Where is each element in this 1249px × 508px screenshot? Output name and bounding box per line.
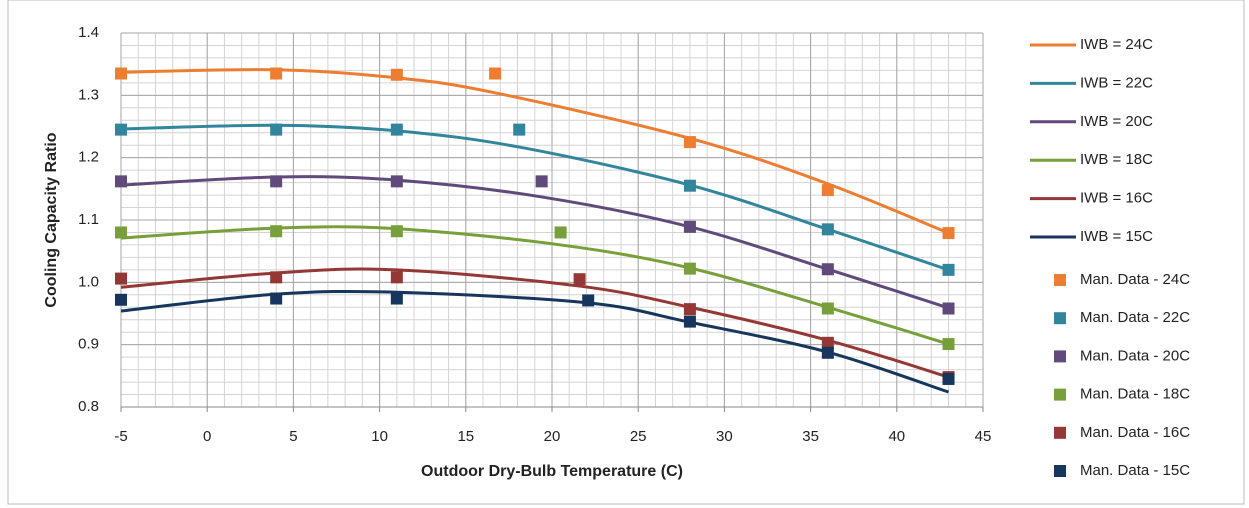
data-marker <box>489 67 502 80</box>
x-tick-label: -5 <box>114 428 127 445</box>
legend-label: IWB = 16C <box>1080 190 1153 207</box>
data-marker <box>390 175 403 188</box>
data-marker <box>683 179 696 192</box>
data-marker <box>821 346 834 359</box>
legend-label: IWB = 18C <box>1080 151 1153 168</box>
data-marker <box>115 123 127 136</box>
data-marker <box>942 338 955 351</box>
data-marker <box>390 68 403 81</box>
data-marker <box>270 123 283 136</box>
data-marker <box>683 315 696 328</box>
data-marker <box>115 293 127 306</box>
data-marker <box>821 184 834 197</box>
legend-label: Man. Data - 20C <box>1080 347 1190 364</box>
x-tick-label: 45 <box>975 428 992 445</box>
data-marker <box>513 123 526 136</box>
legend-label: Man. Data - 16C <box>1080 424 1190 441</box>
data-marker <box>942 227 955 240</box>
x-tick-label: 10 <box>371 428 388 445</box>
data-marker <box>390 123 403 136</box>
data-marker <box>115 272 127 285</box>
data-marker <box>683 136 696 149</box>
legend-label: Man. Data - 22C <box>1080 309 1190 326</box>
data-marker <box>270 225 283 238</box>
data-marker <box>821 302 834 315</box>
y-tick-label: 1.4 <box>78 24 99 41</box>
data-marker <box>270 292 283 305</box>
y-tick-label: 0.8 <box>78 398 99 415</box>
data-marker <box>942 302 955 315</box>
y-tick-label: 1.0 <box>78 273 99 290</box>
legend-label: Man. Data - 18C <box>1080 386 1190 403</box>
legend-marker <box>1054 465 1066 477</box>
chart-border <box>7 0 1245 505</box>
legend-marker <box>1054 312 1066 325</box>
x-tick-label: 40 <box>888 428 905 445</box>
x-axis-title: Outdoor Dry-Bulb Temperature (C) <box>421 463 683 480</box>
legend-label: IWB = 22C <box>1080 74 1153 91</box>
data-marker <box>270 271 283 284</box>
data-marker <box>683 262 696 275</box>
data-marker <box>270 67 283 80</box>
legend-label: IWB = 20C <box>1080 113 1153 130</box>
x-tick-label: 35 <box>802 428 819 445</box>
y-tick-label: 0.9 <box>78 336 99 353</box>
data-marker <box>554 226 567 239</box>
data-marker <box>821 336 834 349</box>
x-tick-label: 25 <box>630 428 647 445</box>
legend-label: IWB = 15C <box>1080 228 1153 245</box>
data-marker <box>683 303 696 316</box>
x-tick-label: 5 <box>289 428 297 445</box>
legend-label: Man. Data - 24C <box>1080 271 1190 288</box>
data-marker <box>115 175 127 188</box>
data-marker <box>115 67 127 80</box>
legend-marker <box>1054 350 1066 363</box>
y-tick-label: 1.2 <box>78 149 99 166</box>
x-tick-label: 30 <box>716 428 733 445</box>
data-marker <box>582 294 595 307</box>
y-tick-label: 1.3 <box>78 86 99 103</box>
data-marker <box>942 372 955 385</box>
data-marker <box>390 225 403 238</box>
data-marker <box>573 273 586 286</box>
legend-marker <box>1054 388 1066 401</box>
y-axis-title: Cooling Capacity Ratio <box>43 132 60 307</box>
y-tick-label: 1.1 <box>78 211 99 228</box>
data-marker <box>683 220 696 233</box>
x-tick-label: 20 <box>544 428 561 445</box>
data-marker <box>270 175 283 188</box>
data-marker <box>821 263 834 276</box>
x-tick-label: 0 <box>203 428 211 445</box>
x-tick-label: 15 <box>457 428 474 445</box>
legend-label: IWB = 24C <box>1080 36 1153 53</box>
legend-marker <box>1054 426 1066 439</box>
data-marker <box>535 175 548 188</box>
data-marker <box>115 226 127 239</box>
legend-marker <box>1054 274 1066 286</box>
legend-label: Man. Data - 15C <box>1080 462 1190 479</box>
data-marker <box>390 292 403 305</box>
data-marker <box>390 271 403 284</box>
data-marker <box>821 223 834 236</box>
data-marker <box>942 263 955 276</box>
